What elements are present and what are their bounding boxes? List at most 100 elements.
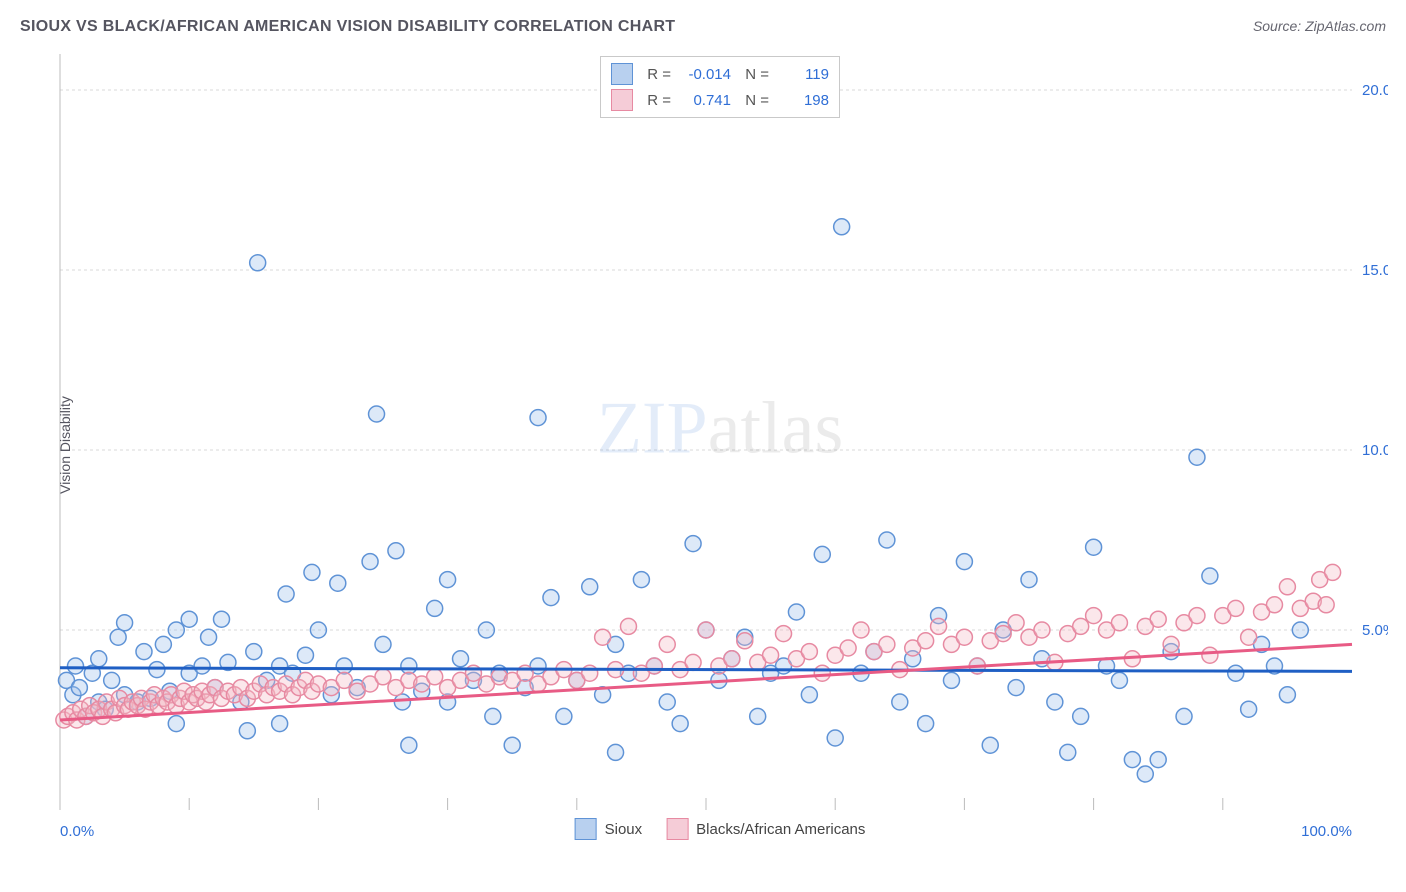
scatter-point	[1150, 611, 1166, 627]
scatter-point	[943, 672, 959, 688]
scatter-point	[788, 604, 804, 620]
correlation-legend: R =-0.014N =119R =0.741N =198	[600, 56, 840, 118]
scatter-point	[278, 586, 294, 602]
legend-r-value: 0.741	[681, 92, 731, 109]
legend-swatch	[611, 89, 633, 111]
scatter-point	[1266, 597, 1282, 613]
svg-text:10.0%: 10.0%	[1362, 442, 1388, 459]
scatter-point	[388, 543, 404, 559]
scatter-point	[814, 665, 830, 681]
scatter-point	[582, 665, 598, 681]
scatter-point	[879, 532, 895, 548]
chart-header: SIOUX VS BLACK/AFRICAN AMERICAN VISION D…	[20, 18, 1386, 36]
scatter-point	[1047, 694, 1063, 710]
scatter-point	[336, 658, 352, 674]
scatter-point	[892, 694, 908, 710]
scatter-point	[1111, 615, 1127, 631]
scatter-point	[879, 636, 895, 652]
scatter-point	[1325, 564, 1341, 580]
scatter-point	[956, 554, 972, 570]
scatter-chart: 5.0%10.0%15.0%20.0%0.0%100.0%	[52, 50, 1388, 840]
scatter-point	[1318, 597, 1334, 613]
scatter-point	[530, 410, 546, 426]
scatter-point	[136, 644, 152, 660]
scatter-point	[1150, 752, 1166, 768]
scatter-point	[801, 687, 817, 703]
scatter-point	[834, 219, 850, 235]
legend-n-label: N =	[741, 92, 769, 109]
scatter-point	[1034, 622, 1050, 638]
scatter-point	[763, 647, 779, 663]
scatter-point	[440, 572, 456, 588]
scatter-point	[1292, 622, 1308, 638]
scatter-point	[1279, 579, 1295, 595]
scatter-point	[918, 716, 934, 732]
scatter-point	[71, 680, 87, 696]
scatter-point	[827, 730, 843, 746]
scatter-point	[1086, 539, 1102, 555]
scatter-point	[104, 672, 120, 688]
legend-row: R = 0.741 N = 198	[611, 87, 829, 113]
scatter-point	[1228, 665, 1244, 681]
scatter-point	[1060, 744, 1076, 760]
scatter-point	[685, 654, 701, 670]
legend-n-value: 198	[779, 92, 829, 109]
scatter-point	[956, 629, 972, 645]
scatter-point	[776, 626, 792, 642]
svg-text:0.0%: 0.0%	[60, 823, 94, 840]
scatter-point	[814, 546, 830, 562]
scatter-point	[685, 536, 701, 552]
scatter-point	[250, 255, 266, 271]
scatter-point	[362, 554, 378, 570]
scatter-point	[995, 626, 1011, 642]
scatter-point	[918, 633, 934, 649]
scatter-point	[310, 622, 326, 638]
legend-item: Blacks/African Americans	[666, 818, 865, 840]
scatter-point	[504, 737, 520, 753]
svg-text:100.0%: 100.0%	[1301, 823, 1352, 840]
scatter-point	[401, 737, 417, 753]
legend-n-value: 119	[779, 66, 829, 83]
scatter-point	[1073, 708, 1089, 724]
scatter-point	[1202, 647, 1218, 663]
scatter-point	[1241, 701, 1257, 717]
scatter-point	[672, 716, 688, 732]
legend-swatch	[666, 818, 688, 840]
scatter-point	[117, 615, 133, 631]
scatter-point	[272, 716, 288, 732]
scatter-point	[646, 658, 662, 674]
scatter-point	[149, 662, 165, 678]
legend-swatch	[611, 63, 633, 85]
scatter-point	[840, 640, 856, 656]
legend-r-label: R =	[643, 66, 671, 83]
scatter-point	[1202, 568, 1218, 584]
scatter-point	[659, 636, 675, 652]
scatter-point	[330, 575, 346, 591]
scatter-point	[297, 647, 313, 663]
scatter-point	[1228, 600, 1244, 616]
plot-area: Vision Disability 5.0%10.0%15.0%20.0%0.0…	[52, 50, 1388, 840]
scatter-point	[155, 636, 171, 652]
scatter-point	[1008, 615, 1024, 631]
scatter-point	[1124, 752, 1140, 768]
scatter-point	[1189, 449, 1205, 465]
scatter-point	[698, 622, 714, 638]
legend-r-label: R =	[643, 92, 671, 109]
scatter-point	[91, 651, 107, 667]
scatter-point	[1073, 618, 1089, 634]
scatter-point	[304, 564, 320, 580]
scatter-point	[194, 658, 210, 674]
y-axis-label: Vision Disability	[57, 396, 73, 494]
scatter-point	[1086, 608, 1102, 624]
scatter-point	[1176, 708, 1192, 724]
scatter-point	[595, 629, 611, 645]
scatter-point	[582, 579, 598, 595]
scatter-point	[608, 744, 624, 760]
legend-label: Sioux	[605, 821, 643, 838]
scatter-point	[427, 600, 443, 616]
chart-title: SIOUX VS BLACK/AFRICAN AMERICAN VISION D…	[20, 18, 675, 36]
scatter-point	[982, 737, 998, 753]
legend-label: Blacks/African Americans	[696, 821, 865, 838]
scatter-point	[394, 694, 410, 710]
scatter-point	[659, 694, 675, 710]
